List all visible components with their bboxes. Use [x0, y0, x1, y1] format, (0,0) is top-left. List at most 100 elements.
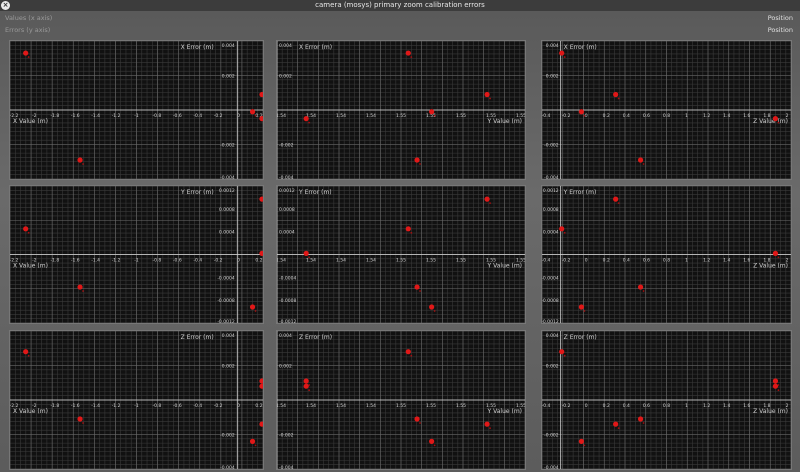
scatter-plot-4[interactable]: -2.2 -2 -1.8 -1.6 -1.4 -1.2 -1 -0.8 -0.6 -0.4 -0.2… — [9, 185, 264, 324]
svg-text:0: 0 — [585, 113, 588, 119]
window-title: camera (mosys) primary zoom calibration … — [315, 1, 485, 9]
svg-text:-2.2: -2.2 — [10, 113, 19, 119]
scatter-plot-8[interactable]: 1.54 1.54 1.54 1.54 1.55 1.55 1.55 1.55 1.55 0.00… — [276, 330, 526, 470]
errors-axis-select[interactable]: Position — [767, 26, 793, 34]
svg-text:0.6: 0.6 — [643, 403, 650, 409]
svg-text:-1: -1 — [134, 258, 139, 264]
scatter-plot-7[interactable]: -2.2 -2 -1.8 -1.6 -1.4 -1.2 -1 -0.8 -0.6 -0.4 -0.2… — [9, 330, 264, 470]
svg-text:X Value (m): X Value (m) — [13, 408, 48, 415]
svg-text:1.55: 1.55 — [396, 403, 406, 409]
svg-text:X Error (m): X Error (m) — [564, 44, 597, 51]
svg-text:0.002: 0.002 — [279, 74, 292, 80]
svg-text:0.8: 0.8 — [663, 258, 670, 264]
svg-text:0.2: 0.2 — [603, 258, 610, 264]
svg-text:1.55: 1.55 — [516, 113, 525, 119]
svg-text:-0.2: -0.2 — [214, 403, 223, 409]
svg-text:1.55: 1.55 — [456, 113, 466, 119]
svg-text:Z Error (m): Z Error (m) — [181, 334, 214, 341]
svg-text:1.55: 1.55 — [426, 403, 436, 409]
svg-text:-0.2: -0.2 — [214, 113, 223, 119]
svg-text:0.2: 0.2 — [603, 113, 610, 119]
svg-text:1.55: 1.55 — [516, 258, 525, 264]
svg-text:-0.2: -0.2 — [562, 258, 571, 264]
svg-text:0: 0 — [237, 258, 240, 264]
title-bar: × camera (mosys) primary zoom calibratio… — [0, 0, 800, 11]
svg-text:X Error (m): X Error (m) — [181, 44, 214, 51]
svg-text:Y Error (m): Y Error (m) — [563, 189, 597, 196]
svg-text:0.8: 0.8 — [663, 403, 670, 409]
svg-text:Z Error (m): Z Error (m) — [299, 334, 332, 341]
scatter-plot-9[interactable]: -0.4 -0.2 0 0.2 0.4 0.6 0.8 1 1.2 1.4 1.6 1.8 2 0.004… — [541, 330, 792, 470]
scatter-plot-3[interactable]: -0.4 -0.2 0 0.2 0.4 0.6 0.8 1 1.2 1.4 1.6 1.8 2 0.004… — [541, 40, 792, 180]
svg-text:0.2: 0.2 — [255, 403, 262, 409]
svg-text:0.002: 0.002 — [222, 364, 235, 370]
svg-text:1.8: 1.8 — [763, 113, 770, 119]
svg-text:-0.4: -0.4 — [193, 258, 202, 264]
svg-text:1.6: 1.6 — [743, 113, 750, 119]
svg-text:0.002: 0.002 — [279, 364, 292, 370]
svg-text:-0.0008: -0.0008 — [542, 298, 559, 304]
svg-text:0.0008: 0.0008 — [219, 207, 235, 213]
svg-text:0.4: 0.4 — [623, 258, 630, 264]
svg-text:-1.4: -1.4 — [91, 113, 100, 119]
svg-text:-0.004: -0.004 — [544, 175, 559, 179]
svg-text:-0.8: -0.8 — [153, 403, 162, 409]
svg-text:-1: -1 — [134, 403, 139, 409]
svg-text:-2.2: -2.2 — [10, 403, 19, 409]
svg-text:-0.004: -0.004 — [220, 465, 235, 469]
svg-text:-0.4: -0.4 — [193, 113, 202, 119]
scatter-plot-6[interactable]: -0.4 -0.2 0 0.2 0.4 0.6 0.8 1 1.2 1.4 1.6 1.8 2 0.001… — [541, 185, 792, 324]
svg-text:-0.004: -0.004 — [220, 175, 235, 179]
values-axis-row[interactable]: Values (x axis) Position — [0, 12, 800, 24]
svg-text:0.0012: 0.0012 — [279, 188, 295, 194]
svg-text:0.0004: 0.0004 — [219, 230, 235, 236]
svg-text:Z Value (m): Z Value (m) — [753, 118, 788, 125]
svg-text:0.4: 0.4 — [623, 113, 630, 119]
svg-text:1.8: 1.8 — [763, 258, 770, 264]
errors-axis-row[interactable]: Errors (y axis) Position — [0, 24, 800, 36]
svg-text:0.6: 0.6 — [643, 258, 650, 264]
errors-axis-label: Errors (y axis) — [5, 26, 51, 34]
svg-text:1: 1 — [685, 403, 688, 409]
values-axis-label: Values (x axis) — [5, 14, 53, 22]
svg-text:Y Value (m): Y Value (m) — [487, 118, 522, 125]
svg-text:-0.0008: -0.0008 — [279, 298, 297, 304]
svg-text:0.0012: 0.0012 — [219, 188, 235, 194]
svg-text:0.6: 0.6 — [643, 113, 650, 119]
close-icon[interactable]: × — [1, 1, 10, 10]
svg-text:0.004: 0.004 — [222, 43, 235, 49]
svg-text:-1.6: -1.6 — [71, 403, 80, 409]
svg-text:-0.0004: -0.0004 — [542, 275, 559, 281]
svg-text:X Value (m): X Value (m) — [13, 118, 48, 125]
svg-text:-0.2: -0.2 — [214, 258, 223, 264]
svg-text:-1.8: -1.8 — [50, 403, 59, 409]
svg-text:1.54: 1.54 — [306, 403, 316, 409]
svg-text:0.002: 0.002 — [546, 364, 559, 370]
svg-text:0.0008: 0.0008 — [543, 207, 559, 213]
svg-text:1: 1 — [685, 113, 688, 119]
svg-text:-0.004: -0.004 — [279, 175, 294, 179]
svg-text:0.002: 0.002 — [222, 74, 235, 80]
svg-text:-1.4: -1.4 — [91, 258, 100, 264]
svg-text:0.004: 0.004 — [546, 43, 559, 49]
svg-text:1.54: 1.54 — [366, 113, 376, 119]
scatter-plot-5[interactable]: 1.54 1.54 1.54 1.54 1.55 1.55 1.55 1.55 1.55 0.00… — [276, 185, 526, 324]
svg-text:0.2: 0.2 — [255, 258, 262, 264]
svg-text:1.55: 1.55 — [516, 403, 525, 409]
scatter-plot-1[interactable]: -2.2 -2 -1.8 -1.6 -1.4 -1.2 -1 -0.8 -0.6 -0.4 -0.2… — [9, 40, 264, 180]
svg-text:Z Value (m): Z Value (m) — [753, 408, 788, 415]
svg-text:1.55: 1.55 — [486, 403, 496, 409]
svg-text:-2: -2 — [32, 258, 37, 264]
values-axis-select[interactable]: Position — [767, 14, 793, 22]
scatter-plot-2[interactable]: 1.54 1.54 1.54 1.54 1.55 1.55 1.55 1.55 1.55 0.00… — [276, 40, 526, 180]
svg-text:-0.004: -0.004 — [279, 465, 294, 469]
svg-text:-1.2: -1.2 — [112, 403, 121, 409]
svg-text:1.54: 1.54 — [277, 258, 286, 264]
svg-text:1.8: 1.8 — [763, 403, 770, 409]
svg-text:-0.8: -0.8 — [153, 258, 162, 264]
svg-text:-2.2: -2.2 — [10, 258, 19, 264]
svg-text:2: 2 — [786, 258, 789, 264]
svg-text:-0.004: -0.004 — [544, 465, 559, 469]
svg-text:-0.4: -0.4 — [193, 403, 202, 409]
svg-text:Y Value (m): Y Value (m) — [487, 408, 522, 415]
